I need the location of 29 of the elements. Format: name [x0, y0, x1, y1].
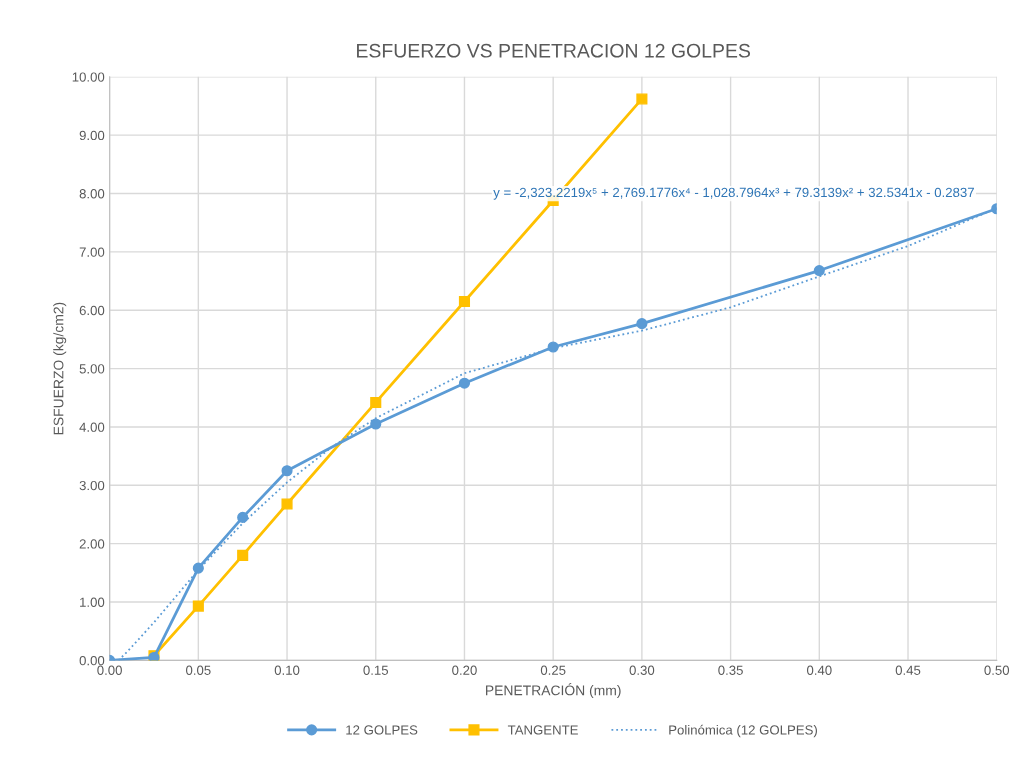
x-tick-label: 0.35 [718, 665, 743, 675]
x-tick-label: 0.00 [97, 665, 122, 675]
x-tick-label: 0.10 [274, 665, 300, 675]
x-tick-label: 0.30 [629, 665, 655, 675]
y-tick-label: 1.00 [80, 597, 105, 607]
x-tick-label: 0.05 [186, 665, 211, 675]
chart-title: ESFUERZO VS PENETRACION 12 GOLPES [357, 43, 751, 58]
legend-label: TANGENTE [507, 725, 578, 735]
x-tick-label: 0.15 [363, 665, 389, 675]
y-tick-label: 7.00 [79, 247, 105, 257]
y-tick-label: 4.00 [79, 422, 105, 432]
x-tick-label: 0.45 [895, 665, 921, 675]
y-tick-label: 3.00 [79, 480, 105, 491]
legend-label: 12 GOLPES [346, 725, 418, 735]
y-tick-label: 2.00 [79, 539, 105, 549]
y-tick-label: 6.00 [79, 305, 105, 316]
x-tick-label: 0.25 [540, 665, 566, 675]
x-tick-label: 0.50 [984, 665, 1010, 675]
legend-label: Polinómica (12 GOLPES) [669, 724, 817, 738]
x-axis-title: PENETRACIÓN (mm) [486, 683, 621, 699]
annotation: y = -2,323.2219x⁵ + 2,769.1776x⁴ - 1,028.7964x³ + 79.3139x² + 32.5341x - 0.2837 [493, 187, 974, 200]
y-axis-title: ESFUERZO (kg/cm2) [53, 302, 67, 435]
y-tick-label: 0.00 [79, 655, 105, 666]
y-tick-label: 9.00 [79, 130, 105, 141]
y-tick-label: 5.00 [79, 364, 105, 374]
y-tick-label: 8.00 [79, 189, 105, 199]
x-tick-label: 0.20 [452, 665, 477, 675]
y-tick-label: 10.00 [72, 72, 105, 82]
x-tick-label: 0.40 [806, 665, 832, 675]
